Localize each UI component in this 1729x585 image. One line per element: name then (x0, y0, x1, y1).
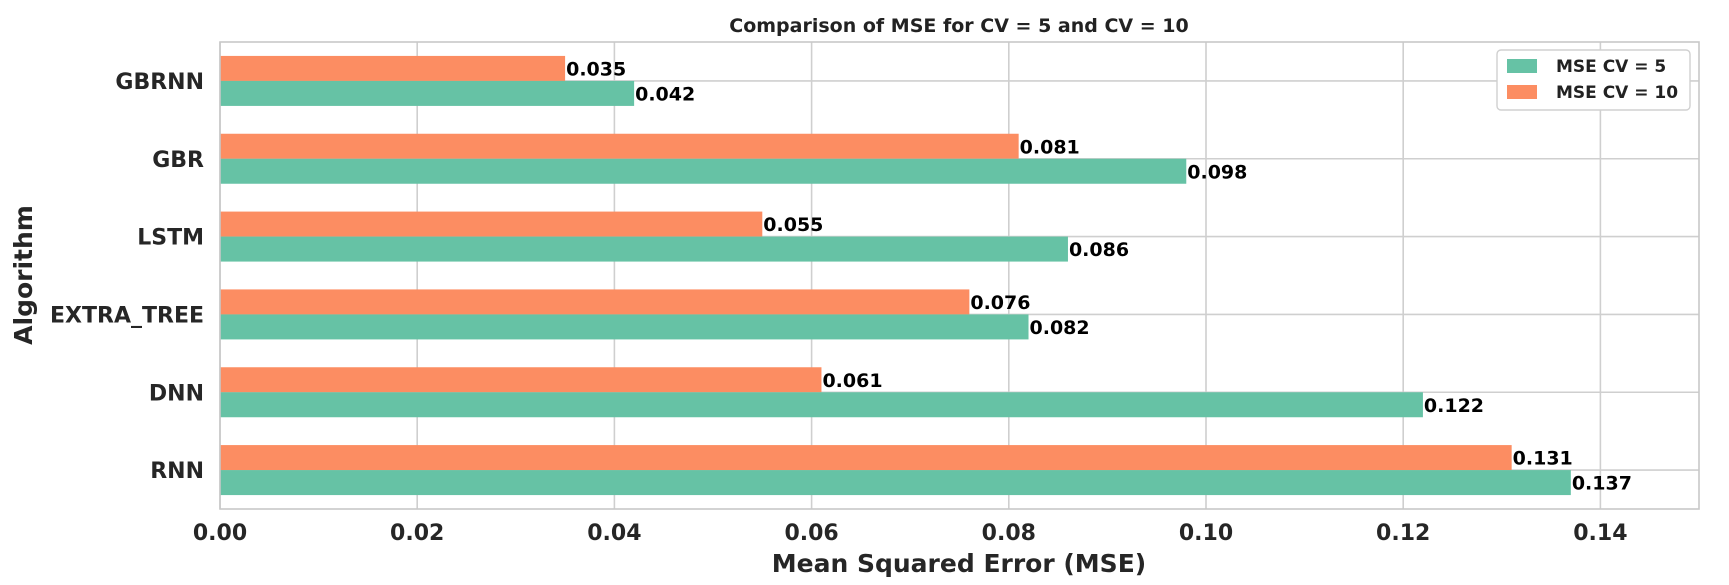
x-tick-label: 0.14 (1573, 521, 1627, 546)
x-tick-label: 0.04 (587, 521, 641, 546)
data-label-lstm-mse-cv-10: 0.055 (763, 214, 823, 236)
bar-dnn-mse-cv-10 (220, 367, 822, 393)
data-label-rnn-mse-cv-5: 0.137 (1572, 473, 1632, 495)
data-label-rnn-mse-cv-10: 0.131 (1513, 448, 1573, 470)
data-label-dnn-mse-cv-10: 0.061 (822, 370, 882, 392)
bar-extra-tree-mse-cv-10 (220, 289, 970, 315)
bar-gbr-mse-cv-5 (220, 158, 1187, 184)
data-label-gbr-mse-cv-10: 0.081 (1020, 136, 1080, 158)
y-axis-label: Algorithm (9, 205, 38, 345)
x-tick-label: 0.08 (982, 521, 1036, 546)
chart-title: Comparison of MSE for CV = 5 and CV = 10 (729, 15, 1188, 37)
y-tick-labels: GBRNN GBR LSTM EXTRA_TREE DNN RNN (50, 70, 204, 484)
y-tick-label: EXTRA_TREE (50, 303, 204, 328)
y-tick-label: DNN (149, 381, 204, 406)
x-tick-label: 0.10 (1179, 521, 1233, 546)
x-tick-label: 0.12 (1376, 521, 1430, 546)
y-tick-label: RNN (150, 459, 204, 484)
legend-swatch-cv10 (1507, 85, 1537, 99)
bar-dnn-mse-cv-5 (220, 392, 1423, 418)
bar-gbrnn-mse-cv-5 (220, 80, 635, 106)
bar-rnn-mse-cv-5 (220, 470, 1571, 496)
plot-frame (219, 41, 1700, 510)
data-labels: 0.035 0.042 0.081 0.098 0.055 0.086 0.0760.082… (566, 58, 1632, 494)
bar-gbr-mse-cv-10 (220, 133, 1019, 159)
y-tick-label: GBR (152, 148, 204, 173)
x-tick-label: 0.06 (784, 521, 838, 546)
bar-gbrnn-mse-cv-10 (220, 55, 566, 81)
legend-swatch-cv5 (1507, 59, 1537, 73)
bar-lstm-mse-cv-5 (220, 236, 1068, 262)
data-label-gbr-mse-cv-5: 0.098 (1187, 161, 1247, 183)
bar-lstm-mse-cv-10 (220, 211, 763, 237)
data-label-extra-tree-mse-cv-10: 0.076 (970, 292, 1030, 314)
x-tick-label: 0.00 (193, 521, 247, 546)
x-tick-label: 0.02 (390, 521, 444, 546)
legend-label-cv5: MSE CV = 5 (1556, 57, 1666, 77)
data-label-gbrnn-mse-cv-10: 0.035 (566, 58, 626, 80)
data-label-gbrnn-mse-cv-5: 0.042 (635, 83, 695, 105)
y-tick-label: GBRNN (115, 70, 204, 95)
bar-extra-tree-mse-cv-5 (220, 314, 1029, 340)
y-tick-label: LSTM (137, 226, 204, 251)
legend-box (1496, 49, 1691, 111)
grid-lines (219, 42, 1699, 509)
x-tick-labels: 0.00 0.02 0.04 0.06 0.08 0.10 0.12 0.14 (193, 521, 1628, 546)
data-label-extra-tree-mse-cv-5: 0.082 (1030, 317, 1090, 339)
legend: MSE CV = 5 MSE CV = 10 (1496, 49, 1691, 111)
data-label-lstm-mse-cv-5: 0.086 (1069, 239, 1129, 261)
x-axis-label: Mean Squared Error (MSE) (772, 549, 1146, 578)
bar-rnn-mse-cv-10 (220, 445, 1512, 471)
bars (220, 55, 1571, 496)
data-label-dnn-mse-cv-5: 0.122 (1424, 395, 1484, 417)
legend-label-cv10: MSE CV = 10 (1556, 83, 1678, 103)
